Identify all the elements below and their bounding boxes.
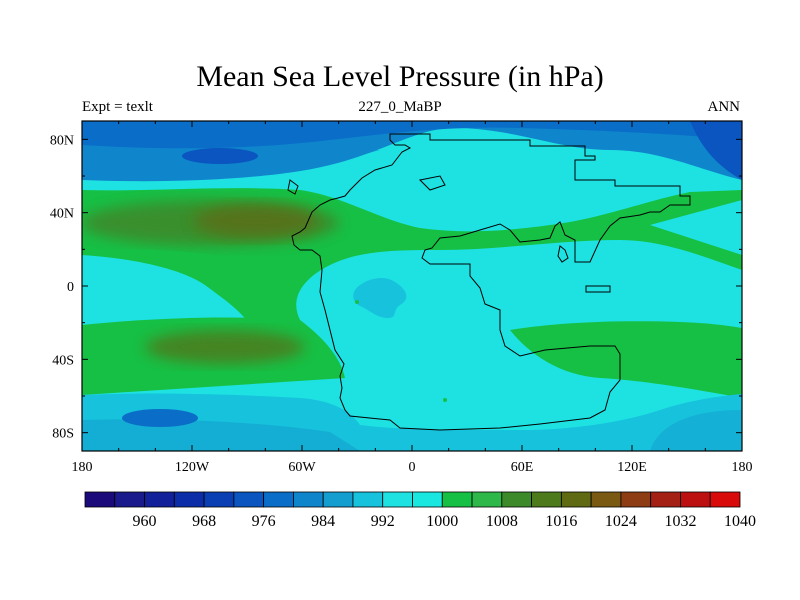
- island-outline-equator: [585, 285, 611, 293]
- colorbar-swatch: [412, 491, 443, 508]
- colorbar-swatch: [620, 491, 652, 508]
- contour-arctic-core: [82, 121, 742, 149]
- contour-equatorial-green: [82, 249, 240, 285]
- time-label: 227_0_MaBP: [358, 99, 442, 115]
- colorbar-label: 992: [371, 513, 395, 530]
- colorbar-label: 1032: [664, 513, 696, 530]
- colorbar-swatch: [114, 491, 145, 508]
- colorbar-swatch: [144, 491, 175, 508]
- colorbar-swatch: [84, 491, 116, 508]
- contour-east-inlet: [650, 200, 742, 255]
- contour-south-high: [145, 330, 305, 364]
- x-tick-label: 180: [72, 460, 93, 475]
- colorbar-swatch: [560, 491, 592, 508]
- y-tick-label: 80S: [52, 427, 74, 442]
- colorbar-swatch: [203, 491, 235, 508]
- colorbar-label: 968: [192, 513, 216, 530]
- x-tick-label: 0: [409, 460, 416, 475]
- y-tick-label: 40S: [52, 353, 74, 368]
- contour-southern-ocean-east: [650, 410, 742, 451]
- colorbar-label: 1040: [724, 513, 756, 530]
- chart-title: Mean Sea Level Pressure (in hPa): [196, 60, 604, 93]
- contour-southern-ocean-deep: [82, 419, 360, 451]
- colorbar-swatch: [382, 491, 413, 508]
- colorbar-swatch: [531, 491, 562, 508]
- colorbar-label: 1024: [605, 513, 637, 530]
- season-label: ANN: [707, 99, 741, 115]
- colorbar-swatch: [441, 491, 473, 508]
- colorbar-swatch: [352, 491, 384, 508]
- colorbar-swatch: [173, 491, 205, 508]
- x-tick-label: 180: [732, 460, 753, 475]
- contour-equatorial-cyan-west: [82, 255, 250, 325]
- colorbar-swatch: [263, 491, 294, 508]
- colorbar-label: 1008: [486, 513, 518, 530]
- contour-south-low: [122, 409, 198, 427]
- colorbar-label: 976: [252, 513, 276, 530]
- y-tick-label: 80N: [50, 133, 74, 148]
- colorbar-swatch: [293, 491, 324, 508]
- contour-dot: [443, 398, 447, 402]
- x-tick-label: 120W: [175, 460, 210, 475]
- y-tick-label: 40N: [50, 207, 74, 222]
- plot-area: [82, 121, 742, 451]
- continent-outline: [291, 133, 691, 431]
- colorbar-swatch: [709, 491, 741, 508]
- colorbar-label: 984: [311, 513, 335, 530]
- colorbar-swatch: [471, 491, 503, 508]
- contour-north-high-core: [194, 204, 318, 238]
- colorbar-swatch: [322, 491, 354, 508]
- contour-subtropical-southeast: [510, 321, 742, 398]
- colorbar-swatch: [650, 491, 681, 508]
- colorbar-swatch: [233, 491, 265, 508]
- inland-sea-outline: [418, 175, 446, 191]
- colorbar-label: 1000: [426, 513, 458, 530]
- y-tick-label: 0: [67, 280, 74, 295]
- contour-northeast-low: [690, 121, 742, 180]
- axis-ticks: 180 120W 60W 0 60E 120E 180 80N 40N 0 40S 80S: [50, 121, 753, 475]
- colorbar-swatch: [590, 491, 622, 508]
- colorbar-swatch: [680, 491, 711, 508]
- x-tick-label: 120E: [617, 460, 647, 475]
- colorbar: 960 968 976 984 992 1000 1008 1016 1024 1032 1040: [84, 491, 756, 530]
- contour-interior-low: [353, 278, 407, 318]
- colorbar-label: 960: [133, 513, 157, 530]
- x-tick-label: 60W: [288, 460, 316, 475]
- island-outline-north: [287, 179, 299, 195]
- contour-north-low: [182, 148, 258, 164]
- colorbar-label: 1016: [545, 513, 577, 530]
- experiment-label: Expt = texlt: [82, 99, 153, 115]
- colorbar-swatch: [501, 491, 532, 508]
- x-tick-label: 60E: [511, 460, 534, 475]
- contour-dot-west: [355, 300, 359, 304]
- island-outline-east: [557, 245, 569, 263]
